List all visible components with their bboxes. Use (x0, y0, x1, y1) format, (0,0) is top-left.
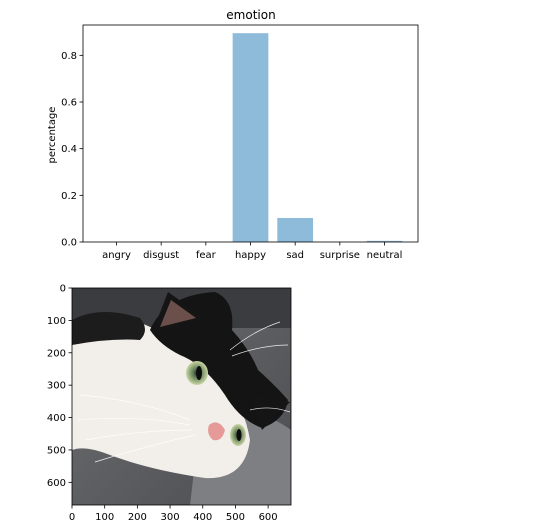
image-y-tick-label: 400 (47, 413, 66, 424)
x-ticks-group: angry disgust fear happy sad surprise neutral (102, 242, 402, 261)
y-tick-label: 0.0 (61, 238, 77, 249)
image-y-tick-label: 500 (47, 445, 66, 456)
x-tick-label: surprise (320, 250, 360, 261)
image-y-tick-label: 0 (60, 284, 66, 295)
image-y-ticks-group: 0 100 200 300 400 500 600 (47, 284, 72, 489)
y-tick-label: 0.8 (61, 51, 77, 62)
image-x-tick-label: 500 (226, 512, 245, 523)
image-x-tick-label: 300 (161, 512, 180, 523)
y-tick-label: 0.2 (61, 191, 77, 202)
x-tick-label: sad (286, 250, 304, 261)
plot-frame (82, 24, 419, 243)
image-y-tick-label: 600 (47, 478, 66, 489)
x-tick-label: neutral (367, 250, 403, 261)
image-y-tick-label: 200 (47, 348, 66, 359)
chart-title: emotion (226, 8, 275, 22)
image-x-tick-label: 0 (69, 512, 75, 523)
y-tick-label: 0.4 (61, 144, 77, 155)
cat-photo (72, 288, 291, 505)
image-y-tick-label: 300 (47, 381, 66, 392)
image-x-tick-label: 600 (259, 512, 278, 523)
x-tick-label: angry (102, 250, 131, 261)
image-y-tick-label: 100 (47, 316, 66, 327)
emotion-bar-chart: emotion percentage 0.0 0.2 0.4 0.6 0.8 angry… (47, 8, 419, 261)
image-x-tick-label: 100 (95, 512, 114, 523)
y-axis-label: percentage (47, 107, 58, 164)
bar-happy (232, 33, 269, 242)
y-ticks-group: 0.0 0.2 0.4 0.6 0.8 (61, 51, 83, 249)
x-tick-label: happy (235, 250, 266, 261)
x-tick-label: disgust (143, 250, 179, 261)
bars-group (98, 33, 403, 242)
y-tick-label: 0.6 (61, 98, 77, 109)
bar-sad (277, 217, 314, 242)
image-frame (71, 287, 292, 506)
x-tick-label: fear (196, 250, 217, 261)
image-x-tick-label: 400 (193, 512, 212, 523)
bar-neutral (366, 240, 403, 242)
image-x-ticks-group: 0 100 200 300 400 500 600 (69, 505, 278, 523)
image-panel: 0 100 200 300 400 500 600 0 100 200 300 400 500 600 (47, 284, 292, 523)
image-x-tick-label: 200 (128, 512, 147, 523)
